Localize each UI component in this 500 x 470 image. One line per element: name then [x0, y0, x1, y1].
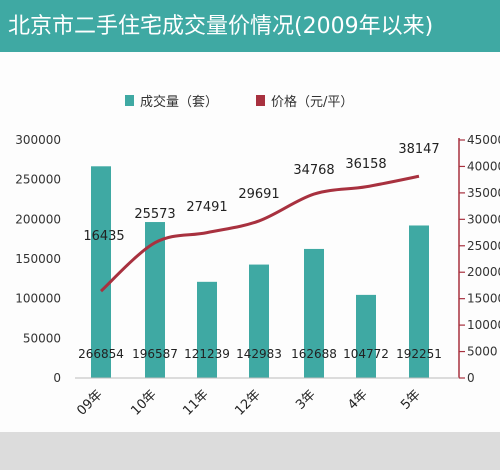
- bar-volume: [145, 222, 165, 378]
- y-left-tick-label: 100000: [15, 292, 61, 306]
- volume-data-label: 104772: [343, 347, 389, 361]
- y-left-tick-label: 0: [53, 371, 61, 385]
- y-left-tick-label: 50000: [23, 331, 61, 345]
- legend-swatch-price: [256, 95, 265, 106]
- y-right-tick-label: 15000: [467, 292, 500, 306]
- price-line: [99, 174, 420, 293]
- x-tick-label: 3年: [293, 387, 319, 413]
- bottom-band: [0, 432, 500, 470]
- y-right-tick-label: 25000: [467, 239, 500, 253]
- price-data-label: 16435: [83, 229, 124, 244]
- price-data-label: 27491: [186, 200, 227, 215]
- y-right-tick-label: 45000: [467, 133, 500, 147]
- bar-volume: [304, 248, 324, 378]
- y-right-tick-label: 5000: [467, 345, 498, 359]
- bar-volume: [249, 264, 269, 378]
- legend-label-volume: 成交量（套）: [140, 95, 219, 110]
- price-data-label: 36158: [345, 157, 386, 172]
- bar-volume: [356, 294, 376, 378]
- x-tick-label: 4年: [345, 387, 371, 413]
- price-data-label: 38147: [398, 142, 439, 157]
- x-tick-label: 10年: [128, 387, 159, 418]
- bar-volume: [197, 281, 217, 378]
- volume-data-label: 142983: [236, 347, 282, 361]
- y-right-tick-label: 0: [467, 371, 475, 385]
- bar-volume: [409, 225, 429, 378]
- bar-volume: [91, 166, 111, 378]
- x-tick-label: 09年: [74, 387, 105, 418]
- volume-data-label: 162688: [291, 347, 337, 361]
- price-data-label: 34768: [293, 163, 334, 178]
- chart-title: 北京市二手住宅成交量价情况(2009年以来): [8, 14, 434, 39]
- x-tick-label: 11年: [180, 387, 211, 418]
- volume-data-label: 266854: [78, 347, 124, 361]
- legend-swatch-volume: [125, 95, 134, 106]
- combo-chart: 0 50000 100000 150000 200000 250000 300000 0 500…: [15, 133, 500, 419]
- price-data-label: 25573: [134, 207, 175, 222]
- y-left-tick-label: 300000: [15, 133, 61, 147]
- y-left-tick-label: 150000: [15, 252, 61, 266]
- y-right-tick-label: 35000: [467, 186, 500, 200]
- x-tick-label: 12年: [232, 387, 263, 418]
- price-data-label: 29691: [238, 187, 279, 202]
- y-right-tick-label: 10000: [467, 318, 500, 332]
- title-bar: 北京市二手住宅成交量价情况(2009年以来): [0, 0, 500, 52]
- y-right-tick-label: 40000: [467, 159, 500, 173]
- x-tick-label: 5年: [398, 387, 424, 413]
- volume-data-label: 121239: [184, 347, 230, 361]
- volume-data-label: 192251: [396, 347, 442, 361]
- y-right-tick-label: 20000: [467, 265, 500, 279]
- volume-data-label: 196587: [132, 347, 178, 361]
- legend-label-price: 价格（元/平）: [271, 95, 354, 110]
- y-left-tick-label: 250000: [15, 173, 61, 187]
- y-left-tick-label: 200000: [15, 212, 61, 226]
- y-right-tick-label: 30000: [467, 212, 500, 226]
